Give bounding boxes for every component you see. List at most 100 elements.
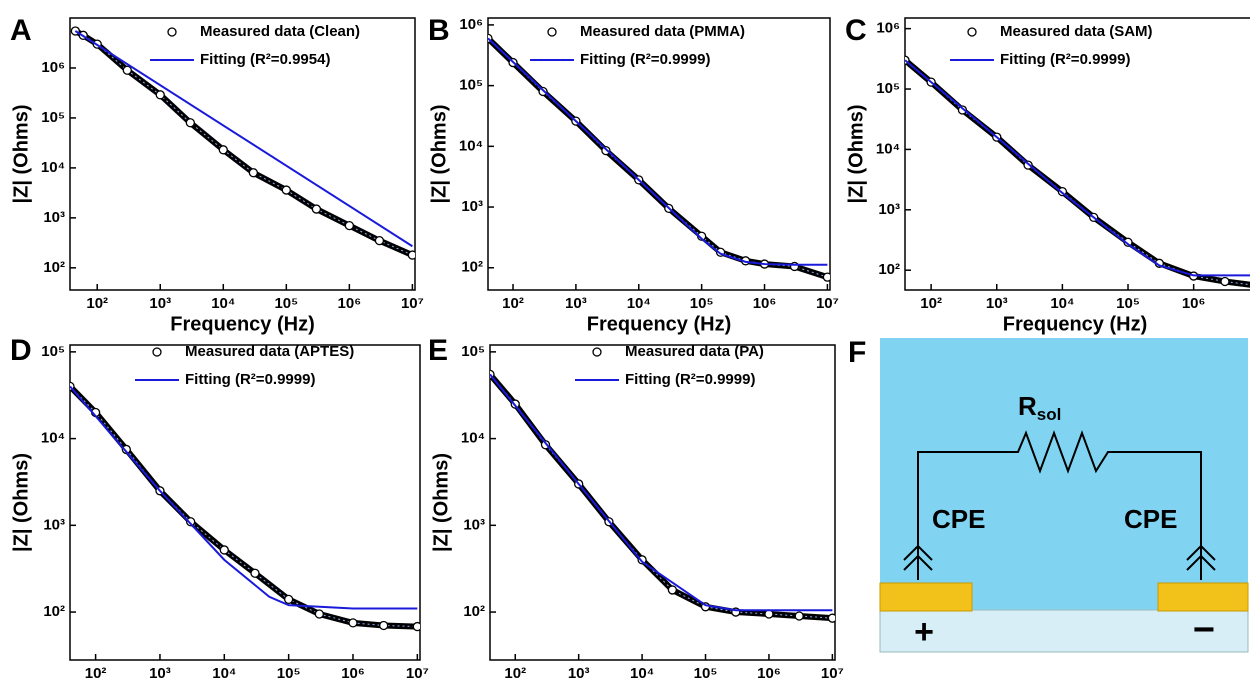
y-tick-label: 10⁴ — [459, 137, 483, 154]
y-axis-title: |Z| (Ohms) — [845, 105, 867, 204]
x-tick-label: 10⁵ — [277, 665, 301, 682]
x-tick-label: 10⁵ — [690, 295, 714, 312]
y-tick-label: 10⁶ — [876, 20, 900, 37]
data-point — [185, 118, 195, 128]
data-point — [186, 517, 196, 527]
x-axis-title: Frequency (Hz) — [173, 683, 317, 685]
data-point — [155, 90, 165, 100]
data-point — [348, 618, 358, 628]
legend-label: Fitting (R²=0.9999) — [185, 371, 315, 388]
y-axis-title: |Z| (Ohms) — [10, 453, 32, 552]
y-tick-label: 10⁵ — [461, 343, 485, 360]
data-point — [827, 613, 835, 623]
legend-marker — [592, 347, 602, 357]
panel-label: D — [10, 334, 32, 367]
legend-label: Measured data (SAM) — [1000, 23, 1153, 40]
legend-marker — [152, 347, 162, 357]
data-point — [122, 65, 132, 75]
resistor-label: Rsol — [1018, 391, 1061, 425]
plot-area — [70, 381, 420, 632]
x-tick-label: 10⁴ — [211, 295, 235, 312]
plot-frame — [69, 344, 421, 661]
data-point — [794, 611, 804, 621]
y-tick-label: 10² — [461, 259, 483, 276]
y-tick-label: 10³ — [878, 201, 900, 218]
x-tick-label: 10⁴ — [1050, 295, 1074, 312]
y-axis-title: |Z| (Ohms) — [430, 453, 452, 552]
data-point — [314, 609, 324, 619]
data-point — [957, 105, 968, 115]
measured-band — [490, 372, 833, 622]
y-axis-title: |Z| (Ohms) — [10, 105, 32, 204]
measured-band — [488, 36, 829, 281]
x-tick-label: 10⁴ — [627, 295, 651, 312]
y-tick-label: 10⁶ — [459, 16, 483, 33]
measured-core — [70, 386, 418, 628]
x-tick-label: 10² — [502, 295, 524, 312]
x-axis-title: Frequency (Hz) — [590, 683, 734, 685]
y-tick-label: 10⁶ — [41, 59, 65, 76]
y-tick-label: 10² — [43, 603, 65, 620]
cpe-label: CPE — [932, 504, 985, 534]
plot-area — [490, 369, 835, 623]
y-tick-label: 10⁵ — [41, 343, 65, 360]
data-point — [412, 621, 420, 632]
y-axis-title: |Z| (Ohms) — [428, 105, 450, 204]
data-point — [218, 145, 228, 155]
legend-label: Fitting (R²=0.9954) — [200, 51, 330, 68]
x-tick-label: 10⁷ — [821, 665, 844, 682]
plot-frame — [904, 17, 1250, 291]
legend-label: Fitting (R²=0.9999) — [625, 371, 755, 388]
x-tick-label: 10⁷ — [816, 295, 839, 312]
y-tick-label: 10⁵ — [876, 80, 900, 97]
x-tick-label: 10⁷ — [401, 295, 424, 312]
y-tick-label: 10⁴ — [461, 430, 485, 447]
panel: 10²10³10⁴10⁵10⁶10⁷10²10³10⁴10⁵Frequency … — [428, 334, 844, 685]
measured-core — [905, 59, 1250, 286]
x-tick-label: 10⁶ — [753, 295, 777, 312]
y-tick-label: 10³ — [463, 516, 485, 533]
x-axis-title: Frequency (Hz) — [1003, 313, 1147, 335]
legend-marker — [547, 27, 557, 37]
data-point — [374, 235, 385, 246]
data-point — [248, 168, 259, 178]
legend-marker — [167, 27, 177, 37]
y-tick-label: 10³ — [461, 198, 483, 215]
cpe-label: CPE — [1124, 504, 1177, 534]
data-point — [379, 620, 389, 631]
panel-f: F Rsol CPE CPE + − — [848, 336, 1249, 653]
data-point — [789, 261, 800, 272]
x-tick-label: 10⁴ — [630, 665, 654, 682]
fit-line — [74, 30, 413, 248]
legend-label: Fitting (R²=0.9999) — [580, 51, 710, 68]
x-tick-label: 10⁶ — [757, 665, 781, 682]
y-tick-label: 10⁴ — [876, 140, 900, 157]
y-tick-label: 10³ — [43, 209, 65, 226]
legend-marker — [967, 27, 977, 37]
panel: 10² 10³ 10⁴ 10⁵ 10⁶ 10⁷ 10² 10³ 10⁴ 10⁵ 10⁶ Frequen… — [10, 14, 424, 335]
y-tick-label: 10⁵ — [41, 109, 65, 126]
measured-band — [70, 384, 418, 630]
plot-frame — [69, 17, 416, 291]
resistor-main: R — [1018, 391, 1037, 421]
fit-line — [488, 37, 828, 266]
y-tick-label: 10² — [878, 261, 900, 278]
plot-area — [70, 26, 415, 260]
x-tick-label: 10³ — [149, 295, 171, 312]
x-tick-label: 10² — [86, 295, 108, 312]
x-axis-title: Frequency (Hz) — [170, 313, 314, 335]
data-point — [281, 185, 291, 195]
y-tick-label: 10⁴ — [41, 430, 65, 447]
x-tick-label: 10⁵ — [1116, 295, 1140, 312]
x-tick-label: 10² — [920, 295, 942, 312]
cpe-symbol — [903, 544, 1216, 571]
plot-area — [488, 33, 830, 282]
data-point — [311, 204, 322, 214]
panel-label: A — [10, 14, 32, 47]
x-tick-label: 10³ — [149, 665, 171, 682]
y-tick-label: 10⁴ — [41, 159, 65, 176]
legend-label: Measured data (PMMA) — [580, 23, 745, 40]
plot-area — [905, 55, 1250, 288]
plot-frame — [487, 17, 831, 291]
